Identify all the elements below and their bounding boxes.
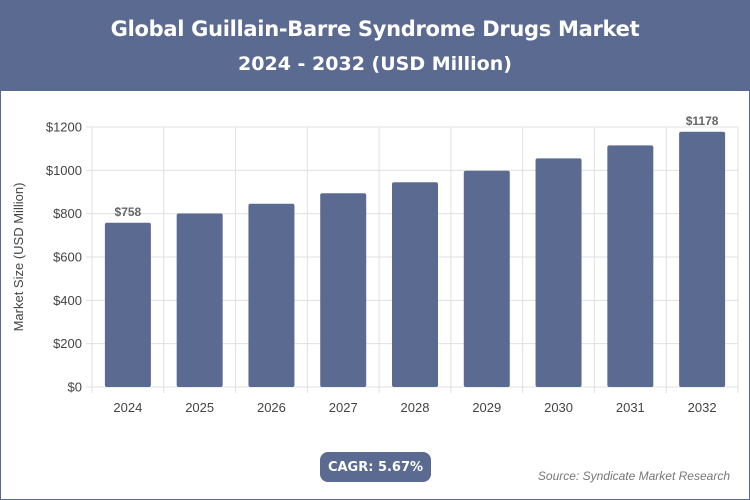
y-tick-label: $1000 <box>46 163 82 178</box>
x-tick-label: 2026 <box>257 400 286 415</box>
chart-header: Global Guillain-Barre Syndrome Drugs Mar… <box>1 1 749 91</box>
x-tick-label: 2027 <box>329 400 358 415</box>
chart-subtitle: 2024 - 2032 (USD Million) <box>238 53 512 75</box>
x-tick-label: 2024 <box>113 400 142 415</box>
cagr-badge: CAGR: 5.67% <box>320 452 431 482</box>
y-tick-label: $0 <box>68 380 82 395</box>
bar-2029 <box>463 170 510 387</box>
x-tick-label: 2029 <box>472 400 501 415</box>
y-tick-label: $1200 <box>46 120 82 135</box>
bar-2028 <box>392 182 438 387</box>
x-tick-label: 2032 <box>688 400 717 415</box>
data-label-2024: $758 <box>115 205 142 219</box>
chart-title: Global Guillain-Barre Syndrome Drugs Mar… <box>110 17 640 41</box>
x-tick-label: 2028 <box>401 400 430 415</box>
bar-2027 <box>320 193 367 387</box>
y-tick-label: $400 <box>53 293 82 308</box>
source-note: Source: Syndicate Market Research <box>537 469 730 483</box>
bar-2032 <box>679 131 726 387</box>
y-axis-title: Market Size (USD Million) <box>11 183 26 332</box>
bar-2024 <box>104 222 151 387</box>
y-tick-label: $200 <box>53 336 82 351</box>
x-tick-label: 2031 <box>616 400 645 415</box>
bar-chart: $0 $200 $400 $600 $800 $1000 $1200 Market Size … <box>11 114 739 415</box>
data-label-2032: $1178 <box>686 114 719 128</box>
bar-2030 <box>535 158 582 387</box>
y-tick-label: $600 <box>53 250 82 265</box>
bar-2025 <box>176 213 223 387</box>
y-tick-label: $800 <box>53 206 82 221</box>
x-tick-label: 2030 <box>544 400 573 415</box>
bar-2031 <box>607 145 654 387</box>
bar-2026 <box>248 203 295 387</box>
x-tick-label: 2025 <box>185 400 214 415</box>
